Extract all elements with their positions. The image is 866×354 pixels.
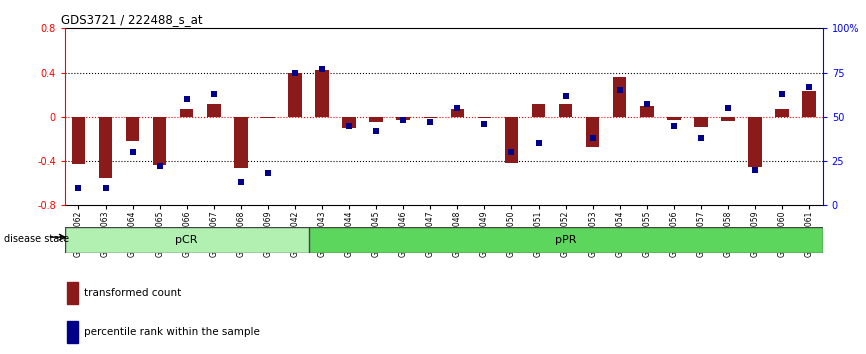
Point <box>667 123 681 129</box>
Bar <box>559 104 572 117</box>
Bar <box>126 117 139 141</box>
Bar <box>370 117 383 122</box>
Point <box>775 91 789 97</box>
Bar <box>748 117 762 167</box>
Point <box>152 164 166 169</box>
Bar <box>586 117 599 147</box>
Point <box>315 66 329 72</box>
Bar <box>803 91 816 117</box>
Bar <box>65 227 308 253</box>
Bar <box>423 117 437 118</box>
Point <box>585 135 599 141</box>
Bar <box>234 117 248 168</box>
Point <box>234 179 248 185</box>
Point <box>342 123 356 129</box>
Point <box>288 70 302 75</box>
Point <box>99 185 113 190</box>
Bar <box>342 117 356 128</box>
Point <box>559 93 572 98</box>
Bar <box>695 117 708 127</box>
Text: GDS3721 / 222488_s_at: GDS3721 / 222488_s_at <box>61 13 203 26</box>
Bar <box>207 104 221 117</box>
Bar <box>288 73 301 117</box>
Bar <box>68 282 78 304</box>
Bar <box>308 227 837 253</box>
Bar <box>180 109 193 117</box>
Bar <box>153 117 166 166</box>
Bar <box>262 117 275 118</box>
Bar <box>478 117 491 118</box>
Point <box>748 167 762 173</box>
Point <box>532 141 546 146</box>
Bar <box>532 104 546 117</box>
Text: transformed count: transformed count <box>85 288 182 298</box>
Text: disease state: disease state <box>4 234 69 244</box>
Bar <box>667 117 681 120</box>
Point <box>207 91 221 97</box>
Bar <box>315 70 329 117</box>
Bar <box>397 117 410 120</box>
Text: percentile rank within the sample: percentile rank within the sample <box>85 327 261 337</box>
Bar <box>775 109 789 117</box>
Bar <box>68 321 78 343</box>
Point <box>613 87 627 93</box>
Point <box>261 171 275 176</box>
Point <box>126 149 139 155</box>
Point <box>180 96 194 102</box>
Text: pPR: pPR <box>555 235 577 245</box>
Point <box>369 128 383 134</box>
Bar <box>721 117 734 121</box>
Bar <box>99 117 113 178</box>
Point <box>477 121 491 127</box>
Bar <box>613 77 626 117</box>
Point <box>423 119 437 125</box>
Point <box>802 84 816 90</box>
Text: pCR: pCR <box>176 235 198 245</box>
Bar <box>450 109 464 117</box>
Point <box>397 118 410 123</box>
Point <box>694 135 708 141</box>
Point <box>72 185 86 190</box>
Point <box>450 105 464 111</box>
Point <box>721 105 735 111</box>
Point <box>505 149 519 155</box>
Bar <box>640 106 654 117</box>
Bar <box>72 117 85 164</box>
Point <box>640 102 654 107</box>
Bar <box>505 117 518 163</box>
